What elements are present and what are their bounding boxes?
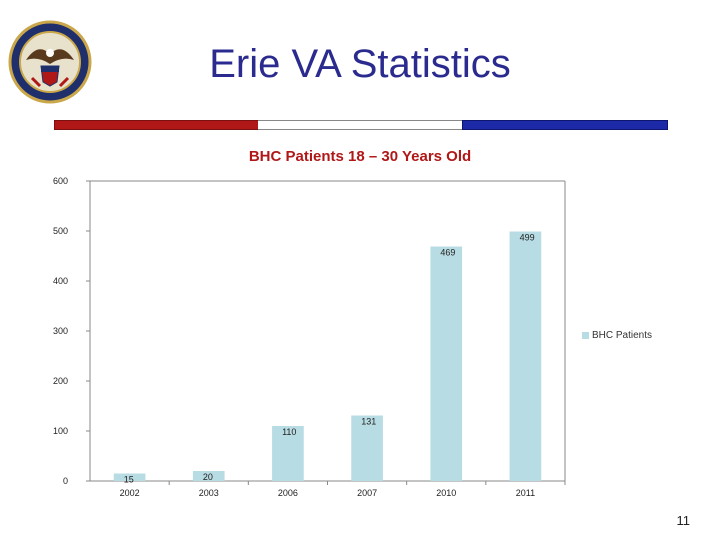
y-tick-label: 400	[53, 276, 68, 286]
bar-value-label: 131	[361, 417, 376, 427]
x-tick-label: 2006	[278, 488, 298, 498]
bar-value-label: 110	[282, 427, 296, 437]
bar-value-label: 469	[440, 248, 455, 258]
y-tick-label: 100	[53, 426, 68, 436]
bar-value-label: 20	[203, 472, 213, 482]
x-tick-label: 2010	[436, 488, 456, 498]
x-tick-label: 2011	[516, 488, 535, 498]
page-number: 11	[676, 513, 691, 528]
legend-label: BHC Patients	[592, 330, 653, 341]
title-rule-blue	[462, 120, 668, 130]
legend-swatch	[582, 332, 589, 339]
y-tick-label: 600	[53, 176, 68, 186]
x-tick-label: 2002	[120, 488, 140, 498]
y-tick-label: 500	[53, 226, 68, 236]
bar	[351, 415, 383, 481]
bar-value-label: 499	[520, 233, 535, 243]
bar	[113, 473, 146, 481]
bar-value-label: 15	[124, 475, 134, 485]
va-seal-logo	[8, 20, 92, 104]
title-rule-white	[258, 120, 462, 130]
y-tick-label: 200	[53, 376, 68, 386]
chart-legend: BHC Patients	[582, 330, 652, 341]
bar	[430, 246, 463, 481]
chart-title: BHC Patients 18 – 30 Years Old	[248, 148, 472, 165]
bar	[192, 471, 225, 481]
x-tick-label: 2003	[199, 488, 219, 498]
bar	[509, 231, 542, 481]
bar	[272, 426, 304, 481]
y-tick-label: 300	[53, 326, 68, 336]
y-tick-label: 0	[63, 476, 68, 486]
page-title: Erie VA Statistics	[209, 42, 511, 86]
x-tick-label: 2007	[357, 488, 377, 498]
